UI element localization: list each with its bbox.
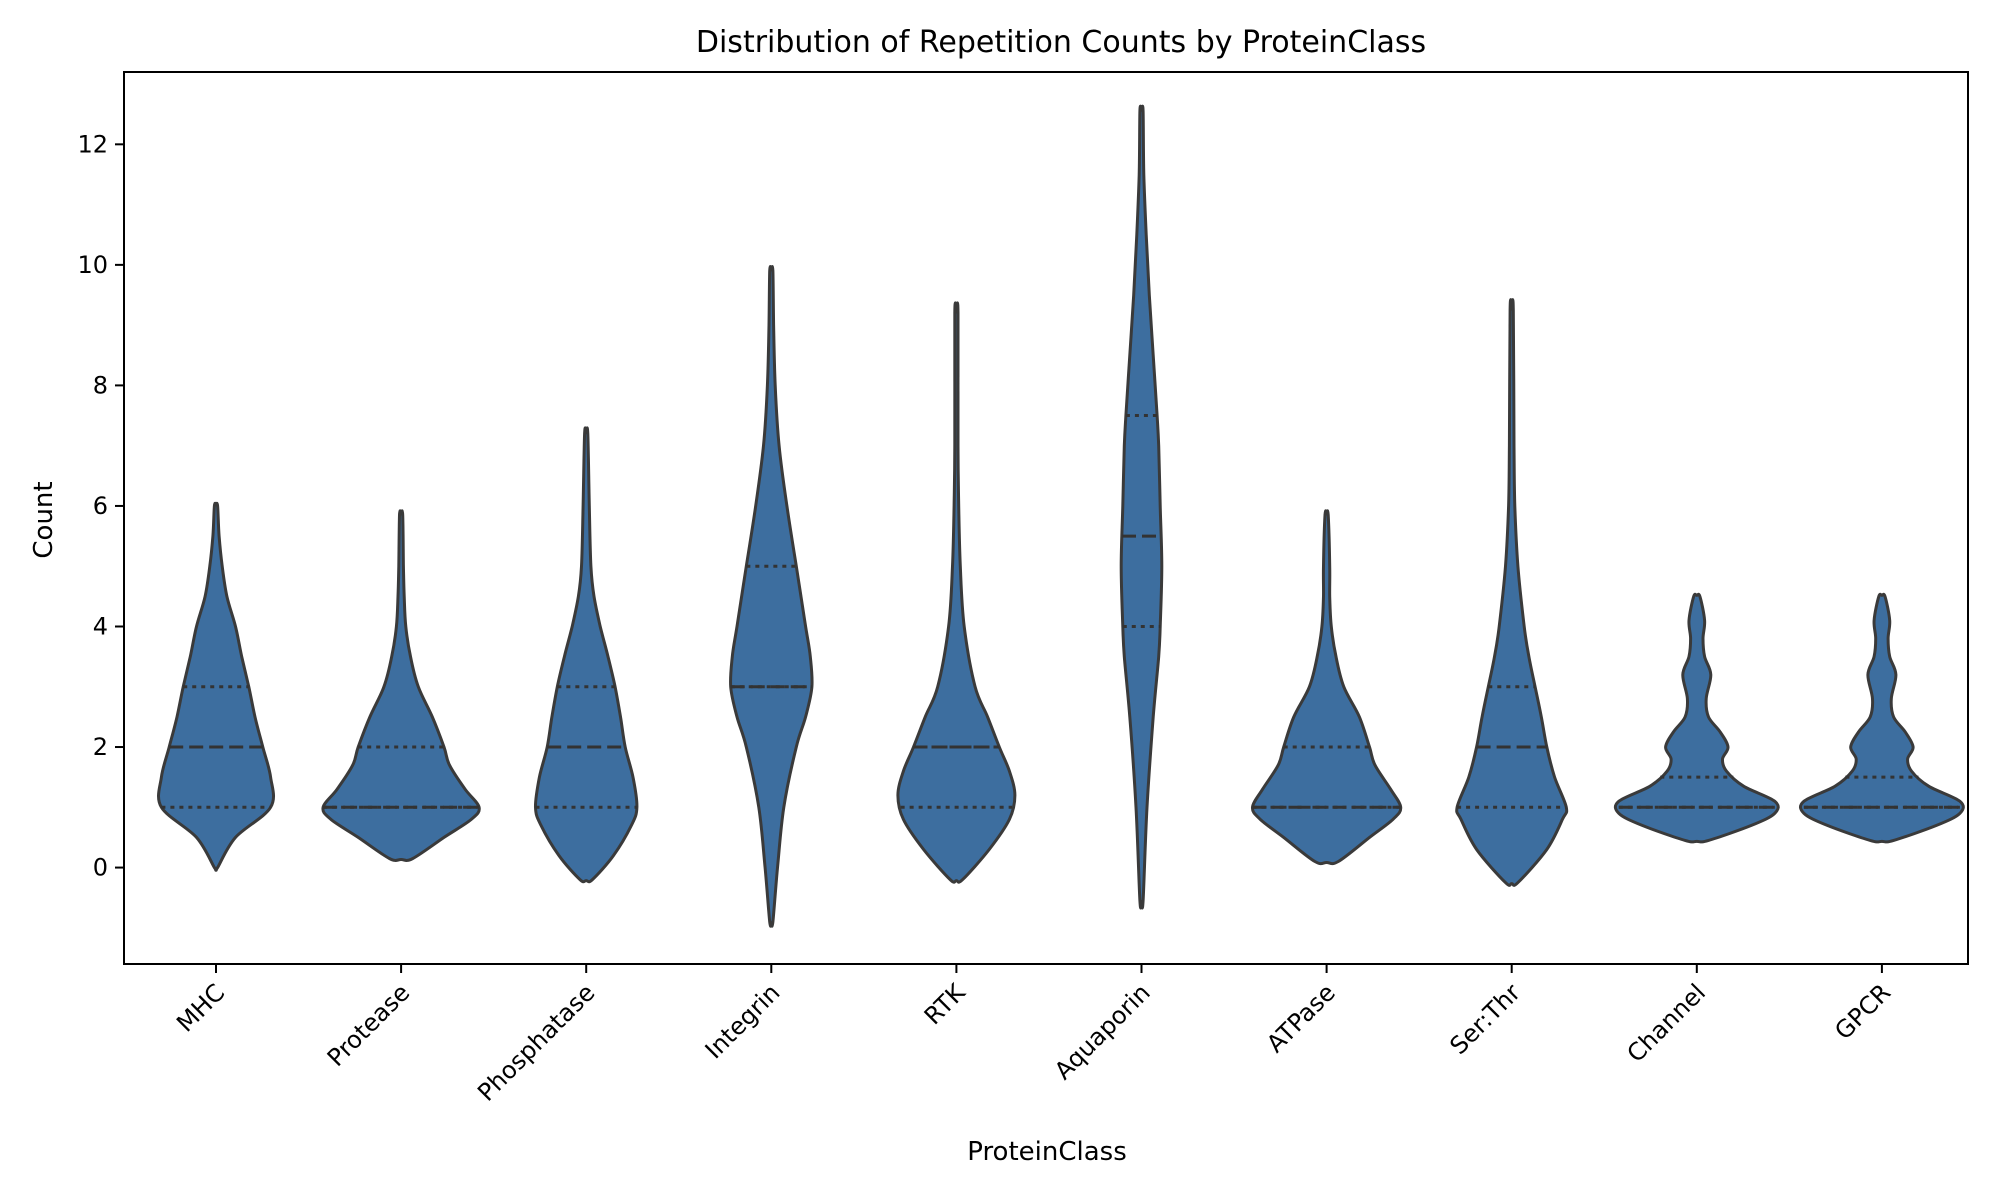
y-tick-label: 12: [77, 130, 108, 158]
x-tick-label: Channel: [1622, 978, 1711, 1067]
plot-frame: [123, 71, 1969, 965]
violin-integrin: [729, 265, 814, 928]
violin-gpcr: [1798, 592, 1965, 844]
violin-channel: [1613, 592, 1780, 844]
x-tick-label: Ser:Thr: [1444, 978, 1526, 1060]
violin-phosphatase: [533, 426, 639, 884]
x-tick-label: RTK: [919, 978, 972, 1031]
x-tick-label: Integrin: [700, 978, 786, 1064]
x-tick-label: Aquaporin: [1049, 978, 1156, 1085]
y-axis: 0 2 4 6 8 10 12: [77, 130, 124, 882]
x-tick-label: ATPase: [1261, 978, 1341, 1058]
violin-rtk: [896, 301, 1017, 884]
y-tick-label: 6: [93, 492, 108, 520]
x-tick-label: GPCR: [1829, 978, 1896, 1045]
x-axis-label: ProteinClass: [967, 1137, 1127, 1167]
violin-ser-thr: [1455, 298, 1569, 887]
y-tick-label: 4: [93, 612, 108, 640]
x-axis: MHC Protease Phosphatase Integrin RTK Aquapor…: [171, 964, 1896, 1107]
y-axis-label: Count: [29, 481, 59, 558]
chart-title: Distribution of Repetition Counts by Pro…: [696, 25, 1426, 60]
violin-aquaporin: [1119, 104, 1164, 910]
y-tick-label: 8: [93, 371, 108, 399]
violin-protease: [321, 509, 481, 862]
violin-atpase: [1250, 509, 1403, 866]
y-tick-label: 10: [77, 251, 108, 279]
violins-group: [157, 104, 1965, 928]
x-tick-label: Protease: [322, 978, 416, 1072]
x-tick-label: Phosphatase: [472, 978, 600, 1106]
x-tick-label: MHC: [171, 978, 230, 1037]
y-tick-label: 0: [93, 854, 108, 882]
y-tick-label: 2: [93, 733, 108, 761]
violin-mhc: [157, 501, 276, 872]
